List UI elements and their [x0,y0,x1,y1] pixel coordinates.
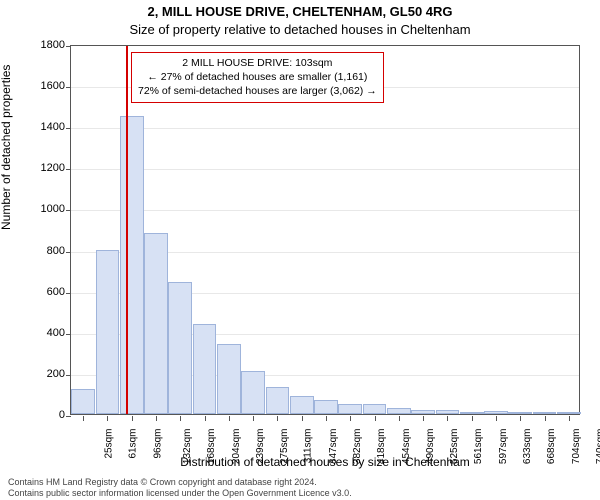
y-tick-mark [66,375,71,376]
x-tick-label: 633sqm [522,429,533,465]
x-tick-label: 382sqm [352,429,363,465]
gridline [71,210,579,211]
x-tick-mark [302,416,303,421]
x-tick-label: 61sqm [128,429,139,459]
x-tick-mark [83,416,84,421]
annotation-line-3: 72% of semi-detached houses are larger (… [138,84,377,98]
y-tick-label: 200 [15,368,65,380]
y-tick-mark [66,334,71,335]
x-tick-label: 25sqm [104,429,115,459]
x-tick-mark [375,416,376,421]
x-tick-label: 740sqm [595,429,600,465]
gridline [71,128,579,129]
histogram-bar [241,371,265,414]
y-tick-label: 1800 [15,39,65,51]
x-tick-mark [472,416,473,421]
histogram-bar [436,410,460,414]
y-tick-mark [66,416,71,417]
histogram-bar [71,389,95,414]
x-tick-mark [132,416,133,421]
histogram-bar [144,233,168,414]
histogram-bar [217,344,241,414]
x-tick-mark [253,416,254,421]
histogram-bar [557,412,581,414]
gridline [71,169,579,170]
y-tick-mark [66,210,71,211]
histogram-bar [290,396,314,415]
x-tick-mark [569,416,570,421]
x-tick-mark [520,416,521,421]
y-tick-mark [66,46,71,47]
y-tick-mark [66,87,71,88]
x-tick-label: 96sqm [152,429,163,459]
x-tick-mark [156,416,157,421]
y-tick-label: 800 [15,245,65,257]
histogram-bar [168,282,192,414]
x-tick-mark [277,416,278,421]
x-tick-label: 668sqm [546,429,557,465]
x-tick-label: 239sqm [255,429,266,465]
y-axis-label: Number of detached properties [0,65,13,230]
annotation-box: 2 MILL HOUSE DRIVE: 103sqm ← 27% of deta… [131,52,384,103]
annotation-line-2: ← 27% of detached houses are smaller (1,… [138,70,377,84]
x-tick-mark [447,416,448,421]
x-tick-label: 418sqm [376,429,387,465]
x-tick-mark [399,416,400,421]
x-tick-mark [350,416,351,421]
y-tick-label: 600 [15,286,65,298]
chart-title-subtitle: Size of property relative to detached ho… [0,22,600,37]
x-tick-label: 347sqm [328,429,339,465]
x-tick-mark [496,416,497,421]
histogram-bar [533,412,557,414]
y-tick-mark [66,252,71,253]
footer-line-2: Contains public sector information licen… [8,488,352,498]
histogram-bar [508,412,532,414]
histogram-bar [96,250,120,414]
histogram-bar [411,410,435,414]
histogram-bar [266,387,290,414]
y-tick-label: 1000 [15,203,65,215]
y-tick-label: 1200 [15,162,65,174]
x-tick-label: 168sqm [206,429,217,465]
chart-title-address: 2, MILL HOUSE DRIVE, CHELTENHAM, GL50 4R… [0,4,600,19]
footer-attribution: Contains HM Land Registry data © Crown c… [8,477,352,498]
histogram-bar [460,412,484,414]
annotation-line-1: 2 MILL HOUSE DRIVE: 103sqm [138,56,377,70]
histogram-bar [193,324,217,414]
x-tick-mark [205,416,206,421]
x-tick-mark [545,416,546,421]
y-tick-mark [66,128,71,129]
x-tick-mark [107,416,108,421]
x-tick-label: 275sqm [279,429,290,465]
histogram-bar [120,116,144,414]
x-tick-mark [229,416,230,421]
property-marker-line [126,46,128,414]
histogram-bar [314,400,338,414]
x-tick-label: 311sqm [303,429,314,464]
x-tick-label: 454sqm [401,429,412,465]
y-tick-mark [66,169,71,170]
x-tick-mark [180,416,181,421]
histogram-bar [363,404,387,414]
x-tick-mark [326,416,327,421]
histogram-bar [387,408,411,414]
footer-line-1: Contains HM Land Registry data © Crown c… [8,477,352,487]
chart-plot-area: 2 MILL HOUSE DRIVE: 103sqm ← 27% of deta… [70,45,580,415]
y-tick-mark [66,293,71,294]
y-tick-label: 400 [15,327,65,339]
x-tick-label: 704sqm [571,429,582,465]
x-tick-label: 525sqm [449,429,460,465]
x-tick-label: 204sqm [231,429,242,465]
histogram-bar [338,404,362,414]
x-tick-label: 132sqm [182,429,193,465]
y-tick-label: 0 [15,409,65,421]
x-tick-label: 490sqm [425,429,436,465]
x-tick-label: 597sqm [498,429,509,465]
histogram-bar [484,411,508,414]
x-tick-label: 561sqm [474,429,485,465]
y-tick-label: 1600 [15,80,65,92]
y-tick-label: 1400 [15,121,65,133]
x-tick-mark [423,416,424,421]
